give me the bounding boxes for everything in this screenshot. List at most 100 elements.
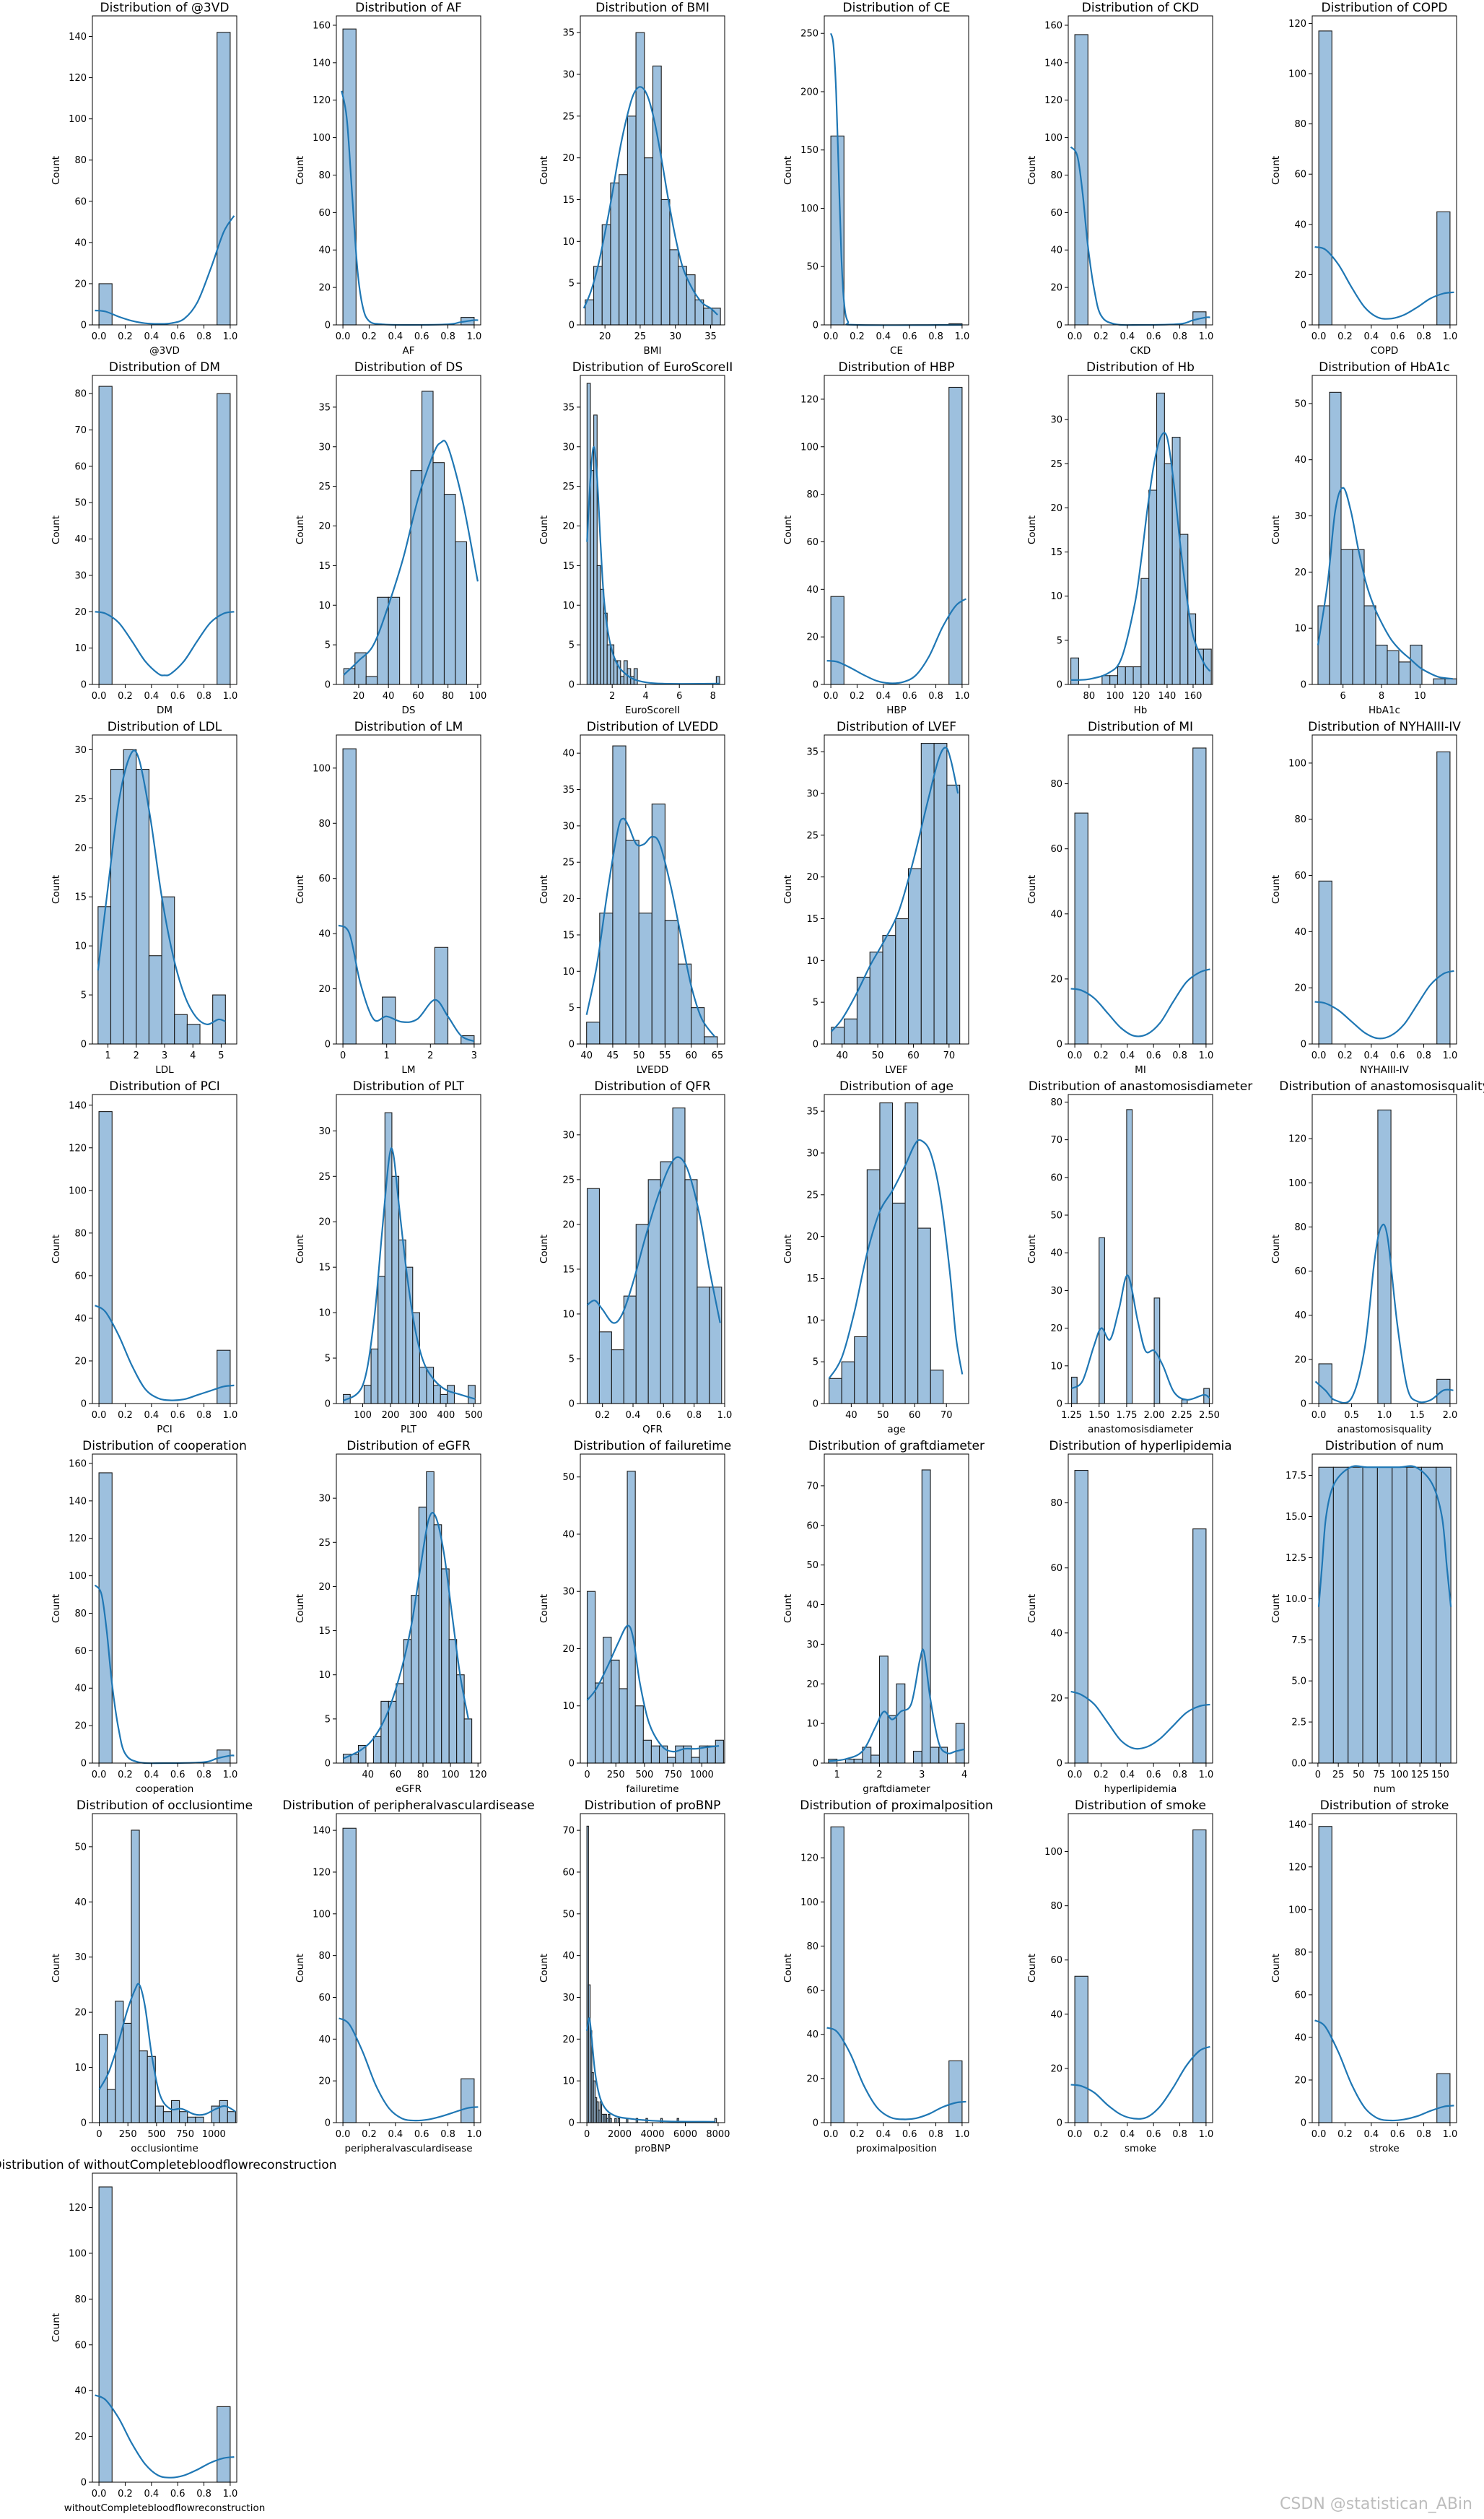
- chart-title: Distribution of anastomosisdiameter: [1029, 1079, 1252, 1094]
- histogram-bar: [98, 283, 113, 326]
- y-tick-label: 60: [1050, 1563, 1062, 1574]
- chart-title: Distribution of proBNP: [585, 1798, 721, 1813]
- histogram-bar: [342, 28, 357, 326]
- histogram-bar: [611, 1349, 624, 1404]
- x-axis-label: LVEF: [885, 1064, 908, 1076]
- x-tick-label: 750: [664, 1770, 682, 1780]
- y-tick-label: 60: [806, 1520, 819, 1531]
- y-tick-label: 0: [325, 680, 331, 691]
- histogram-10: 0.0 0.2 0.4 0.6 0.8 1.0 0 20 40 60 80 100 120 Distrib…: [782, 360, 969, 716]
- y-axis-label: Count: [538, 156, 550, 185]
- y-tick-label: 60: [1294, 1266, 1306, 1277]
- chart-title: Distribution of eGFR: [346, 1439, 471, 1453]
- y-tick-label: 60: [1050, 844, 1062, 855]
- kde-curve: [1070, 1690, 1210, 1750]
- histogram-bar: [652, 65, 662, 326]
- x-tick-label: 50: [1353, 1770, 1365, 1780]
- histogram-bar: [955, 1723, 965, 1764]
- plot-frame: [824, 15, 969, 326]
- x-tick-label: 0.2: [118, 691, 133, 702]
- x-axis-label: num: [1374, 1783, 1395, 1795]
- y-tick-label: 80: [1294, 1947, 1306, 1958]
- histogram-bar: [921, 1469, 931, 1764]
- kde-curve: [343, 1512, 469, 1759]
- x-tick-label: 3: [162, 1050, 167, 1061]
- histogram-bar: [372, 1736, 382, 1764]
- x-axis-label: @3VD: [149, 345, 180, 357]
- histogram-bar: [672, 1108, 686, 1404]
- x-tick-label: 0.6: [1146, 331, 1161, 342]
- x-axis-label: failuretime: [626, 1783, 678, 1795]
- y-tick-label: 40: [1050, 909, 1062, 920]
- y-tick-label: 15: [806, 914, 819, 925]
- y-axis-label: Count: [294, 515, 306, 544]
- y-tick-label: 12.5: [1286, 1553, 1306, 1564]
- y-tick-label: 20: [562, 1644, 575, 1655]
- y-tick-label: 5: [569, 640, 575, 651]
- kde-curve: [95, 215, 235, 325]
- x-axis-label: graftdiameter: [863, 1783, 930, 1795]
- chart-title: Distribution of smoke: [1075, 1798, 1206, 1813]
- y-tick-label: 80: [318, 1951, 331, 1962]
- y-axis-label: Count: [538, 1235, 550, 1263]
- y-tick-label: 70: [1050, 1135, 1062, 1146]
- kde-curve: [828, 1139, 964, 1379]
- y-tick-label: 0: [569, 1040, 575, 1050]
- y-tick-label: 0: [81, 1040, 87, 1050]
- histogram-bar: [844, 1018, 857, 1045]
- histogram-1: 0.0 0.2 0.4 0.6 0.8 1.0 0 20 40 60 80 100 120 140 Dist…: [51, 1, 237, 357]
- plot-frame: [824, 375, 969, 685]
- y-tick-label: 0: [1057, 321, 1062, 331]
- x-tick-label: 60: [685, 1050, 697, 1061]
- histogram-bar: [154, 2105, 164, 2123]
- histogram-bar: [123, 749, 137, 1045]
- x-tick-label: 2.0: [1443, 1410, 1458, 1421]
- kde-curve: [828, 1648, 965, 1762]
- x-tick-label: 1.75: [1116, 1410, 1137, 1421]
- y-tick-label: 20: [562, 1219, 575, 1230]
- plot-frame: [824, 1453, 969, 1764]
- x-tick-label: 0.8: [196, 691, 211, 702]
- y-tick-label: 5: [569, 279, 575, 290]
- y-tick-label: 30: [74, 745, 87, 756]
- y-tick-label: 5: [1057, 635, 1062, 646]
- x-tick-label: 0.6: [902, 331, 917, 342]
- x-tick-label: 1.0: [1377, 1410, 1392, 1421]
- x-tick-label: 5: [218, 1050, 224, 1061]
- x-axis-label: peripheralvasculardisease: [344, 2143, 472, 2154]
- x-axis-label: HBP: [886, 705, 907, 716]
- histogram-bar: [617, 2118, 621, 2123]
- x-tick-label: 1.0: [223, 691, 238, 702]
- y-tick-label: 7.5: [1291, 1635, 1306, 1646]
- x-tick-label: 125: [1411, 1770, 1429, 1780]
- x-tick-label: 100: [468, 691, 486, 702]
- x-tick-label: 70: [943, 1050, 956, 1061]
- histogram-bar: [455, 541, 467, 685]
- kde-curve: [95, 1305, 235, 1401]
- x-tick-label: 6000: [673, 2129, 697, 2140]
- y-tick-label: 100: [69, 1571, 87, 1582]
- kde-curve: [1070, 432, 1211, 681]
- x-tick-label: 0.0: [92, 331, 107, 342]
- histogram-bar: [686, 274, 696, 326]
- x-tick-label: 0: [584, 2129, 590, 2140]
- histogram-12: 6 8 10 0 10 20 30 40 50 Distribution of HbA1c HbA1…: [1270, 360, 1457, 716]
- histogram-bar: [463, 1718, 473, 1764]
- y-tick-label: 20: [806, 1232, 819, 1243]
- chart-title: Distribution of age: [839, 1079, 953, 1094]
- histogram-bar: [1329, 391, 1342, 685]
- kde-curve: [1314, 970, 1454, 1040]
- histogram-bar: [219, 2100, 228, 2123]
- histogram-bar: [1317, 605, 1330, 685]
- x-tick-label: 0.8: [928, 2129, 943, 2140]
- histogram-bar: [691, 1757, 700, 1764]
- x-axis-label: age: [887, 1424, 905, 1435]
- chart-title: Distribution of CKD: [1082, 1, 1199, 15]
- x-axis-label: occlusiontime: [131, 2143, 198, 2154]
- histogram-17: 0.0 0.2 0.4 0.6 0.8 1.0 0 20 40 60 80 Distribution …: [1026, 720, 1213, 1076]
- kde-curve: [1070, 2045, 1210, 2120]
- y-tick-label: 20: [74, 843, 87, 854]
- plot-frame: [580, 1453, 725, 1764]
- y-tick-label: 80: [318, 170, 331, 181]
- x-tick-label: 40: [580, 1050, 593, 1061]
